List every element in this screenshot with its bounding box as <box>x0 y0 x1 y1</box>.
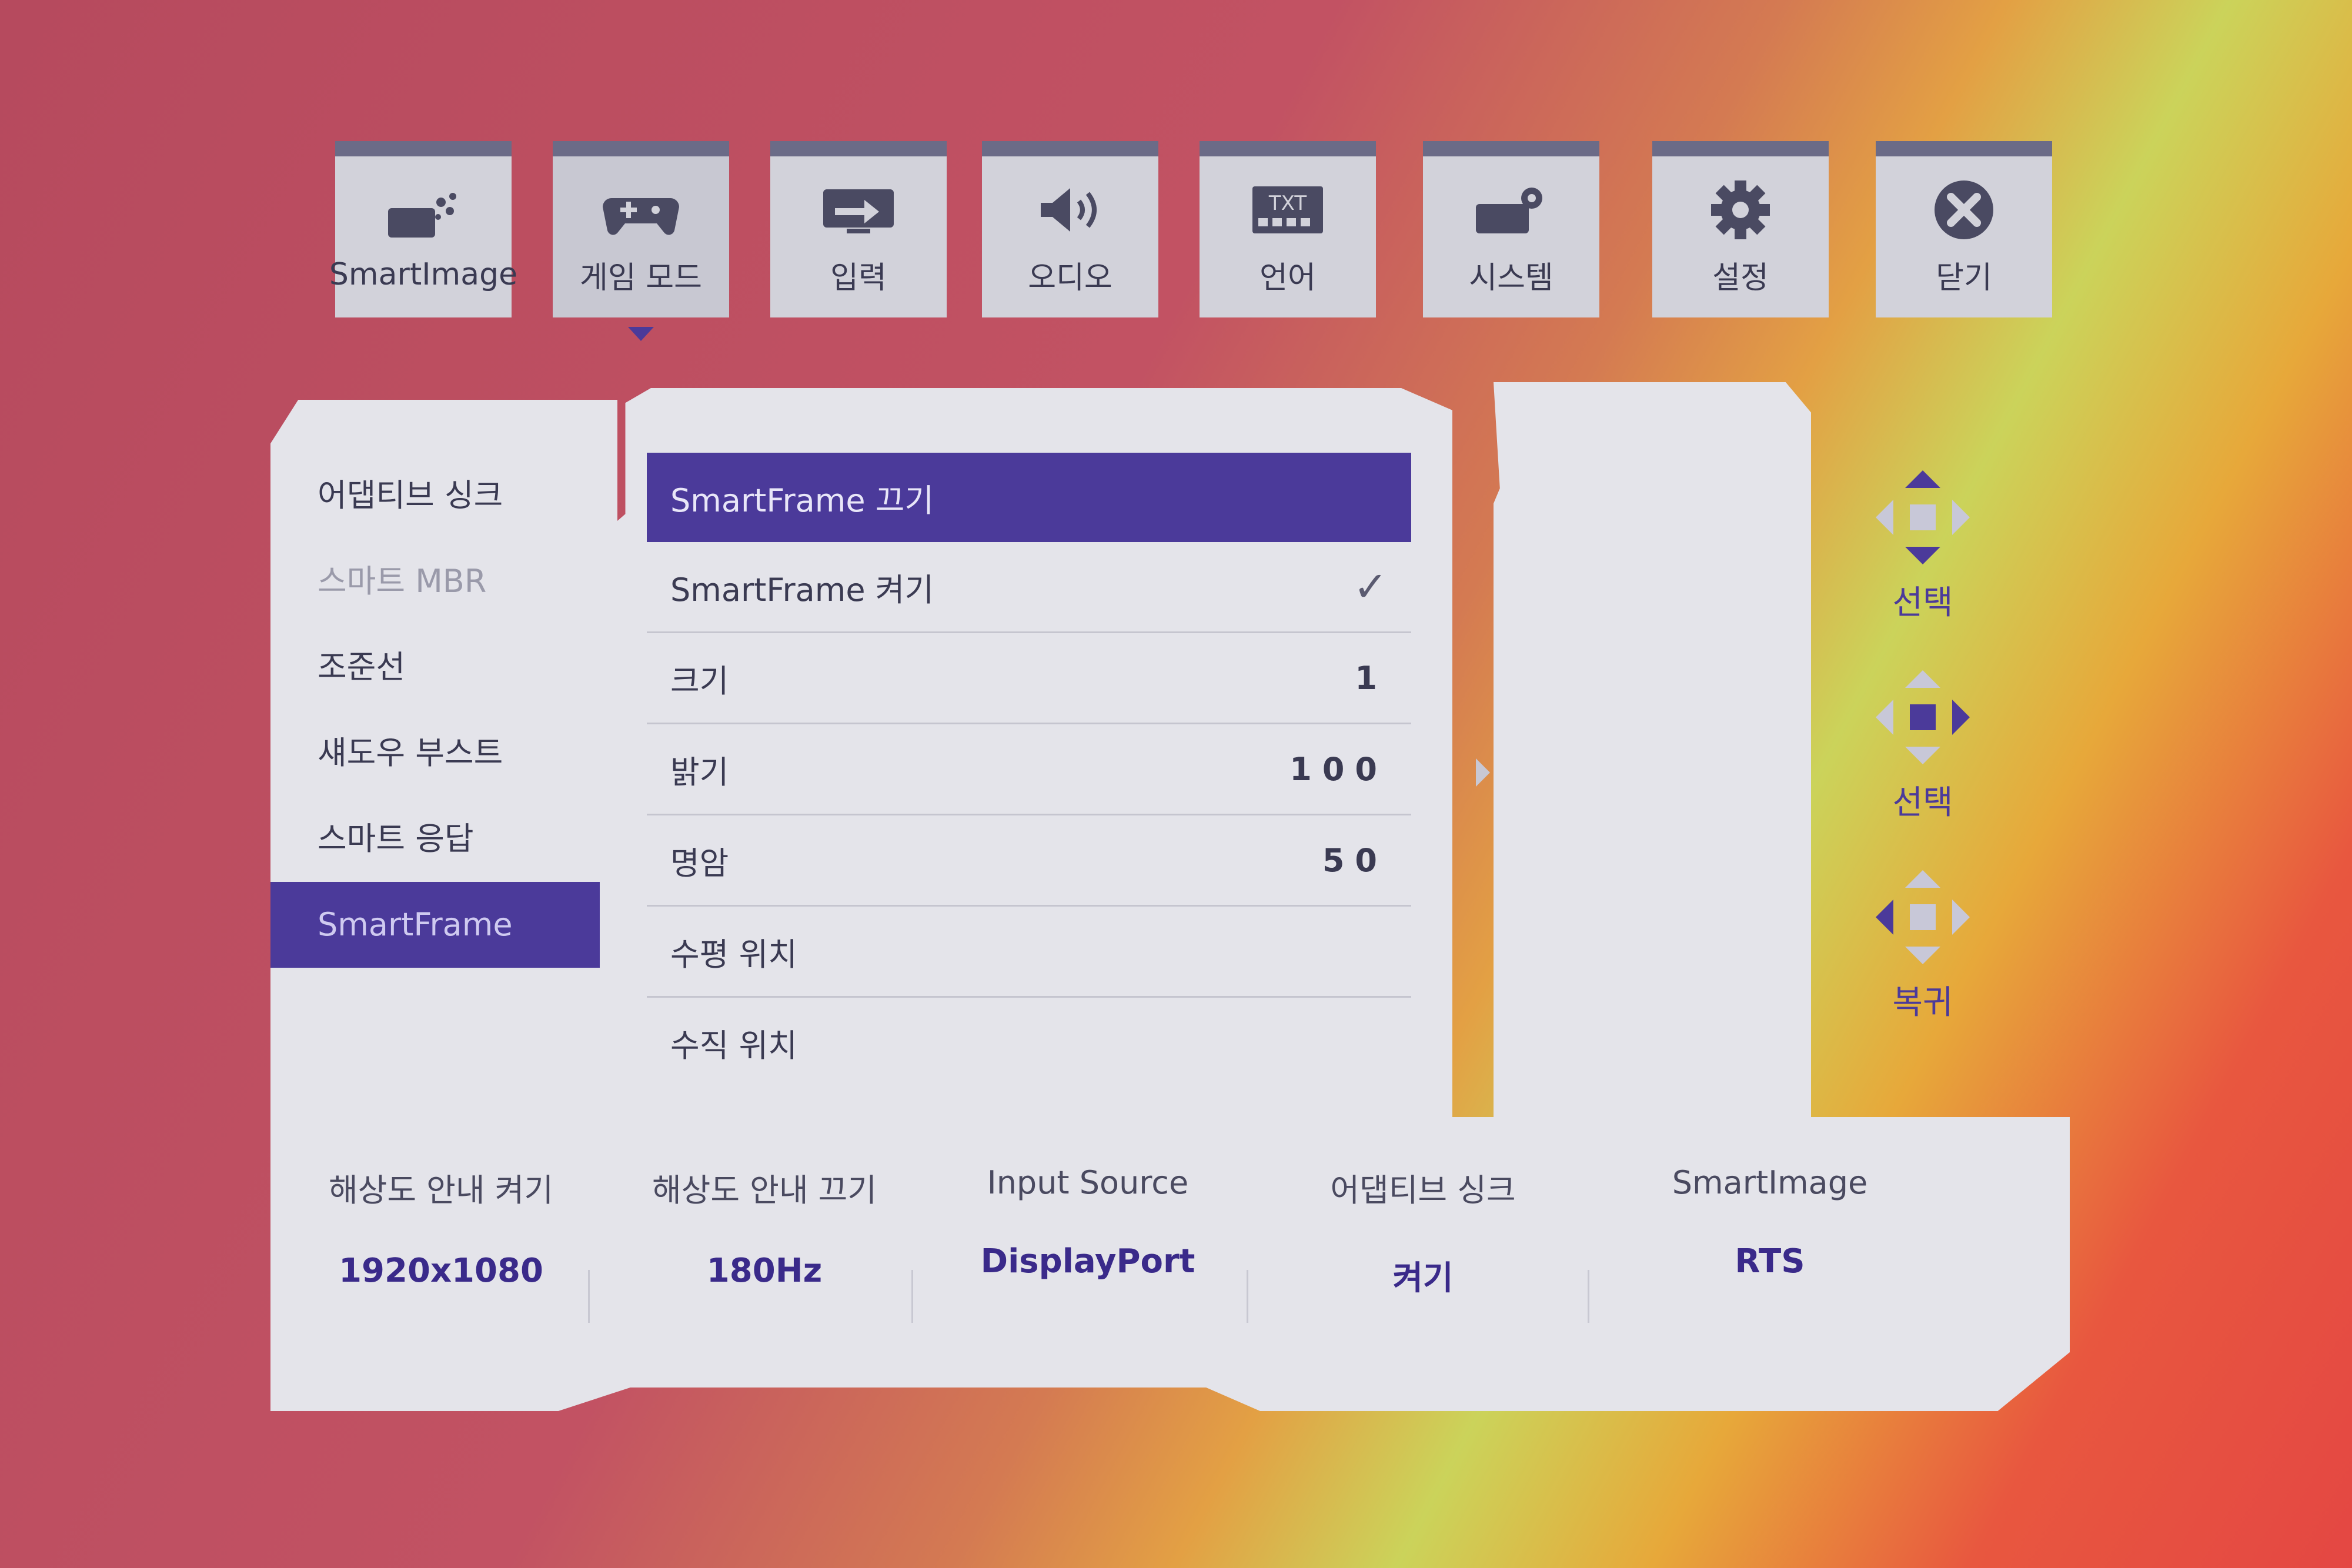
option-contrast[interactable]: 명암 50 <box>647 815 1411 907</box>
txt-icon-text: TXT <box>1268 192 1307 215</box>
option-label: SmartFrame 끄기 <box>670 482 934 519</box>
info-key: 해상도 안내 켜기 <box>328 1172 554 1209</box>
tab-label: 오디오 <box>1028 260 1112 296</box>
smartimage-icon <box>379 182 467 246</box>
value-panel <box>1494 382 1811 1141</box>
info-input-source: Input Source DisplayPort <box>935 1164 1241 1281</box>
info-refresh-rate: 해상도 안내 끄기 180Hz <box>612 1164 917 1290</box>
tab-game-mode[interactable]: 게임 모드 <box>553 141 729 341</box>
speaker-icon <box>1026 178 1114 242</box>
tab-label: 설정 <box>1712 260 1769 296</box>
monitor-osd: SmartImage 게임 모드 입력 오디오 TXT 언어 <box>270 106 2070 1458</box>
tab-label: SmartImage <box>329 257 518 292</box>
dpad-left-icon <box>1876 870 1970 964</box>
tab-close[interactable]: 닫기 <box>1876 141 2052 317</box>
hint-label: 복귀 <box>1892 984 1953 1022</box>
checkmark-icon: ✓ <box>1353 563 1388 611</box>
tab-audio[interactable]: 오디오 <box>982 141 1158 317</box>
info-key: 어댑티브 싱크 <box>1330 1172 1516 1209</box>
option-value: 1 <box>1355 659 1388 697</box>
menu-item-smart-mbr: 스마트 MBR <box>318 563 487 600</box>
info-value: RTS <box>1735 1242 1805 1281</box>
input-icon <box>814 178 903 242</box>
option-smartframe-off[interactable]: SmartFrame 끄기 <box>647 453 1411 542</box>
tab-label: 닫기 <box>1936 260 1992 296</box>
option-label: 수평 위치 <box>670 935 797 973</box>
hint-select-updown: 선택 <box>1823 470 2023 624</box>
tab-input[interactable]: 입력 <box>770 141 947 317</box>
top-tab-bar: SmartImage 게임 모드 입력 오디오 TXT 언어 <box>329 141 2070 341</box>
smartframe-submenu: SmartFrame 끄기 SmartFrame 켜기 ✓ 크기 1 밝기 10… <box>600 388 1452 1129</box>
system-icon <box>1467 178 1555 242</box>
divider <box>588 1270 590 1323</box>
tab-label: 입력 <box>830 260 887 296</box>
divider <box>1247 1270 1248 1323</box>
gear-icon <box>1696 178 1785 242</box>
navigation-hints: 선택 선택 복귀 <box>1823 365 2023 1423</box>
info-value: DisplayPort <box>980 1242 1195 1281</box>
menu-item-crosshair[interactable]: 조준선 <box>318 648 406 686</box>
tab-label: 시스템 <box>1469 260 1553 296</box>
menu-item-smartframe[interactable]: SmartFrame <box>270 882 617 968</box>
info-key: SmartImage <box>1672 1164 1868 1201</box>
option-size[interactable]: 크기 1 <box>647 633 1411 724</box>
option-horizontal-position[interactable]: 수평 위치 <box>647 907 1411 998</box>
divider <box>911 1270 913 1323</box>
divider <box>1588 1270 1589 1323</box>
option-label: 수직 위치 <box>670 1027 797 1064</box>
menu-item-shadow-boost[interactable]: 섀도우 부스트 <box>318 734 503 771</box>
tab-smartimage[interactable]: SmartImage <box>329 141 517 317</box>
option-label: SmartFrame 켜기 <box>670 571 934 609</box>
tab-label: 게임 모드 <box>580 260 702 296</box>
info-resolution: 해상도 안내 켜기 1920x1080 <box>288 1164 594 1290</box>
option-label: 명암 <box>670 844 729 882</box>
info-adaptive-sync: 어댑티브 싱크 켜기 <box>1270 1164 1576 1299</box>
hint-back: 복귀 <box>1823 870 2023 1024</box>
tab-language[interactable]: TXT 언어 <box>1200 141 1376 317</box>
txt-icon: TXT <box>1244 178 1332 242</box>
dpad-updown-icon <box>1876 470 1970 564</box>
option-label: 크기 <box>670 662 729 700</box>
close-icon <box>1920 178 2008 242</box>
game-mode-menu: 어댑티브 싱크 스마트 MBR 조준선 섀도우 부스트 스마트 응답 Smart… <box>270 400 617 1129</box>
menu-item-smart-response[interactable]: 스마트 응답 <box>318 820 474 857</box>
gamepad-icon <box>597 178 685 242</box>
info-key: Input Source <box>987 1164 1189 1201</box>
menu-item-adaptive-sync[interactable]: 어댑티브 싱크 <box>318 477 503 514</box>
hint-label: 선택 <box>1892 784 1953 822</box>
info-value: 180Hz <box>706 1252 823 1290</box>
info-smartimage: SmartImage RTS <box>1617 1164 1923 1281</box>
info-value: 켜기 <box>1392 1259 1454 1298</box>
dpad-right-icon <box>1876 670 1970 764</box>
chevron-down-icon <box>628 327 654 341</box>
info-key: 해상도 안내 끄기 <box>652 1172 877 1209</box>
option-label: 밝기 <box>670 753 729 791</box>
tab-system[interactable]: 시스템 <box>1423 141 1599 317</box>
hint-label: 선택 <box>1892 584 1953 622</box>
tab-settings[interactable]: 설정 <box>1652 141 1829 317</box>
info-value: 1920x1080 <box>339 1252 543 1290</box>
option-brightness[interactable]: 밝기 100 <box>647 724 1411 815</box>
status-info-bar: 해상도 안내 켜기 1920x1080 해상도 안내 끄기 180Hz Inpu… <box>270 1117 2070 1411</box>
option-value: 50 <box>1322 841 1388 879</box>
option-value: 100 <box>1289 750 1388 788</box>
chevron-right-icon <box>1476 758 1490 787</box>
hint-select-right: 선택 <box>1823 670 2023 824</box>
option-smartframe-on[interactable]: SmartFrame 켜기 ✓ <box>647 542 1411 633</box>
option-vertical-position[interactable]: 수직 위치 <box>647 998 1411 1087</box>
tab-label: 언어 <box>1259 260 1316 296</box>
